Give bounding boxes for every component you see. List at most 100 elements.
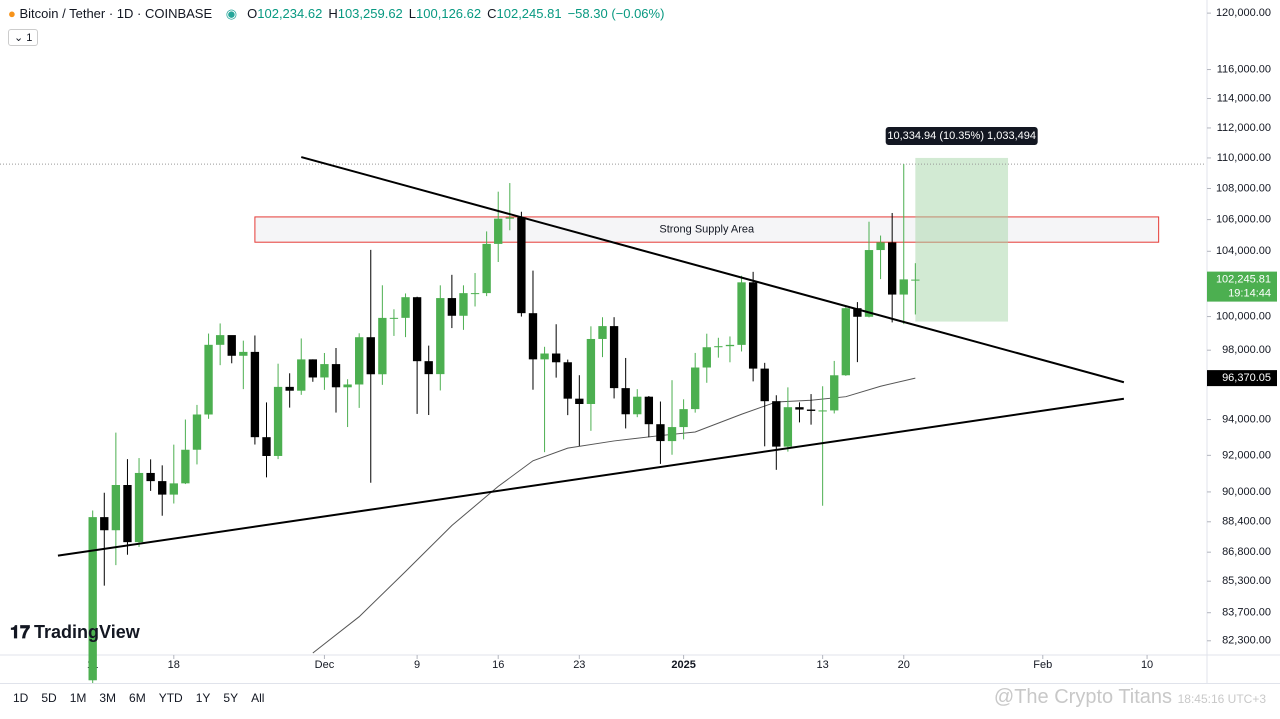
x-tick-label: 23 <box>573 659 585 671</box>
range-button[interactable]: All <box>251 691 265 705</box>
x-tick-label: 2025 <box>671 659 695 671</box>
candle-body <box>911 279 920 281</box>
candle-body <box>401 297 410 318</box>
range-button[interactable]: 5Y <box>223 691 239 705</box>
measure-label-bg <box>885 126 1038 145</box>
y-tick-label: 90,000.00 <box>1222 486 1271 498</box>
candle-body <box>297 359 306 391</box>
header: ● Bitcoin / Tether · 1D · COINBASE ◉ O102… <box>8 6 665 21</box>
candle-body <box>146 472 155 482</box>
candle-body <box>273 386 283 456</box>
candle-body <box>702 347 711 368</box>
range-button[interactable]: 5D <box>41 691 57 705</box>
candle-body <box>575 398 584 405</box>
ohlc-key: O <box>247 6 258 21</box>
candle-body <box>586 338 596 404</box>
y-tick-label: 106,000.00 <box>1216 213 1271 225</box>
candle-body <box>158 481 167 495</box>
measure-label: 10,334.94 (10.35%) 1,033,494 <box>887 130 1036 142</box>
ohlc-value: 100,126.62 <box>416 6 482 21</box>
ohlc-value: 102,234.62 <box>257 6 323 21</box>
candle-body <box>447 298 457 316</box>
candle-body <box>424 361 433 375</box>
trendline <box>300 156 1125 384</box>
candle-body <box>667 427 677 442</box>
candle-body <box>262 437 271 456</box>
y-tick-label: 88,400.00 <box>1222 516 1271 528</box>
candle-body <box>864 250 874 317</box>
x-tick-label: 20 <box>898 659 910 671</box>
price-label: 96,370.05 <box>1222 372 1271 384</box>
ohlc-value: 103,259.62 <box>337 6 403 21</box>
candle-body <box>691 367 700 410</box>
candle-body <box>436 298 445 375</box>
candle-body <box>806 409 816 411</box>
y-tick-label: 83,700.00 <box>1222 607 1271 619</box>
symbol: Bitcoin / Tether · 1D · COINBASE <box>19 6 213 21</box>
candle-body <box>621 388 630 415</box>
candle-body <box>517 217 526 314</box>
branding: 𝟏𝟕 TradingView <box>10 622 140 642</box>
candle-body <box>331 364 341 388</box>
range-button[interactable]: 1Y <box>195 691 211 705</box>
indicator-toggle[interactable]: ⌄ 1 <box>8 29 39 46</box>
ohlc-key: L <box>408 6 417 21</box>
watermark: @The Crypto Titans 18:45:16 UTC+3 <box>994 686 1266 709</box>
trendline <box>57 397 1125 557</box>
range-button[interactable]: 6M <box>129 691 146 705</box>
candle-body <box>123 485 132 543</box>
y-tick-label: 82,300.00 <box>1222 635 1271 647</box>
candle-body <box>876 242 885 251</box>
price-label: 102,245.81 <box>1216 274 1271 286</box>
candle-body <box>528 313 538 360</box>
candle-body <box>227 335 236 356</box>
clock: 18:45:16 UTC+3 <box>1177 692 1266 706</box>
candle-body <box>644 396 654 425</box>
x-tick-label: Feb <box>1033 659 1052 671</box>
y-tick-label: 86,800.00 <box>1222 546 1271 558</box>
y-tick-label: 108,000.00 <box>1216 182 1271 194</box>
x-tick-label: Dec <box>315 659 335 671</box>
change: −58.30 (−0.06%) <box>567 6 665 21</box>
candle-body <box>482 243 491 294</box>
candle-body <box>204 344 213 415</box>
toolbar: 1D 5D 1M 3M 6M YTD 1Y 5Y All <box>0 683 1280 714</box>
y-tick-label: 98,000.00 <box>1222 344 1271 356</box>
candle-body <box>215 335 225 345</box>
price-label-bg <box>1207 370 1277 387</box>
x-tick-label: 9 <box>414 659 420 671</box>
candle-body <box>250 351 260 438</box>
candle-body <box>134 472 144 543</box>
watermark-text: @The Crypto Titans <box>993 686 1173 708</box>
y-tick-label: 116,000.00 <box>1217 63 1271 75</box>
range-button[interactable]: 3M <box>99 691 117 705</box>
candle-body <box>285 386 294 391</box>
candle-body <box>551 353 561 363</box>
candle-body <box>899 279 908 295</box>
range-button[interactable]: 1M <box>69 691 87 705</box>
candle-body <box>389 317 399 319</box>
range-button[interactable]: YTD <box>158 691 183 705</box>
y-tick-label: 92,000.00 <box>1222 449 1271 461</box>
candle-body <box>887 242 897 295</box>
ohlc-value: 102,245.81 <box>496 6 562 21</box>
candle-body <box>783 407 793 447</box>
y-tick-label: 112,000.00 <box>1217 122 1271 134</box>
brand-text: TradingView <box>34 622 140 642</box>
candle-body <box>169 483 178 495</box>
y-tick-label: 114,000.00 <box>1217 92 1271 104</box>
candle-body <box>853 308 862 317</box>
measure-box <box>915 157 1009 322</box>
candle-body <box>378 317 387 375</box>
x-tick-label: 10 <box>1141 659 1153 671</box>
range-button[interactable]: 1D <box>13 691 29 705</box>
candle-body <box>795 407 804 410</box>
y-tick-label: 110,000.00 <box>1217 152 1271 164</box>
x-tick-label: 18 <box>168 659 180 671</box>
candle-body <box>111 485 121 531</box>
candle-body <box>772 401 781 447</box>
candle-body <box>181 449 190 484</box>
candle-body <box>737 282 746 345</box>
candle-body <box>343 384 352 388</box>
